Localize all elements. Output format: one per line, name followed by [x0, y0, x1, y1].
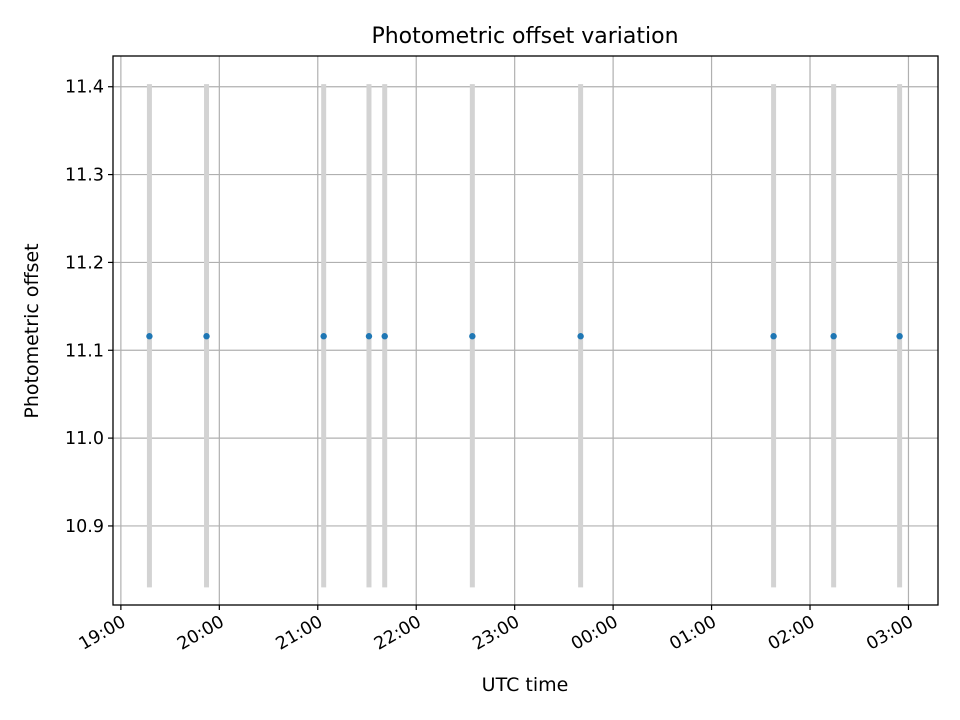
- y-tick-label: 11.4: [65, 78, 104, 98]
- data-point: [381, 333, 388, 340]
- y-tick-label: 11.0: [65, 429, 104, 449]
- grid-lines: [113, 56, 938, 605]
- y-axis-label: Photometric offset: [21, 243, 43, 418]
- data-point: [320, 333, 327, 340]
- y-axis-ticks: 10.9 11.0 11.1 11.2 11.3 11.4: [65, 78, 113, 537]
- data-point: [770, 333, 777, 340]
- y-tick-label: 11.2: [65, 253, 104, 273]
- data-point: [146, 333, 153, 340]
- data-point: [469, 333, 476, 340]
- data-points: [146, 333, 903, 340]
- data-point: [577, 333, 584, 340]
- y-tick-label: 11.1: [65, 341, 104, 361]
- data-point: [365, 333, 373, 340]
- y-tick-label: 10.9: [65, 517, 104, 537]
- x-axis-label: UTC time: [482, 674, 569, 696]
- plot-area-frame: [112, 55, 939, 606]
- data-point: [830, 333, 837, 340]
- chart-title: Photometric offset variation: [371, 24, 678, 49]
- data-point: [896, 333, 903, 340]
- y-tick-label: 11.3: [65, 166, 104, 186]
- data-point: [203, 333, 210, 340]
